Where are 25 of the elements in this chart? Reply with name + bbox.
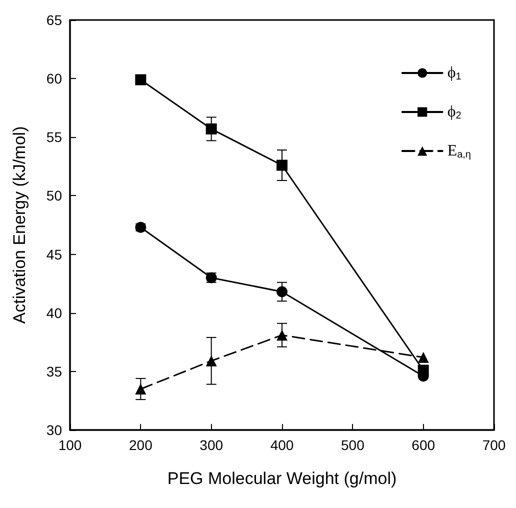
y-tick-label: 50	[46, 188, 62, 204]
y-tick-label: 60	[46, 70, 62, 87]
y-tick-label: 30	[46, 422, 62, 438]
point	[135, 384, 146, 394]
x-axis-title: PEG Molecular Weight (g/mol)	[167, 469, 397, 488]
point	[418, 352, 429, 363]
point	[276, 330, 288, 341]
x-tick-label: 500	[340, 437, 365, 453]
point	[206, 355, 217, 366]
point	[276, 160, 288, 171]
x-tick-label: 400	[270, 437, 294, 453]
x-tick-label: 100	[58, 437, 82, 453]
x-tick-label: 200	[128, 437, 153, 453]
point	[276, 286, 288, 298]
y-tick-label: 65	[46, 12, 62, 28]
point	[206, 123, 217, 134]
y-tick-label: 45	[46, 246, 62, 262]
x-tick-label: 300	[200, 437, 224, 453]
y-axis-title: Activation Energy (kJ/mol)	[10, 126, 29, 324]
point	[135, 74, 146, 86]
y-tick-label: 40	[46, 304, 62, 321]
x-tick-label: 700	[482, 437, 506, 453]
y-tick-label: 35	[46, 363, 62, 380]
y-tick-label: 55	[46, 129, 62, 146]
x-tick-label: 600	[412, 437, 436, 453]
